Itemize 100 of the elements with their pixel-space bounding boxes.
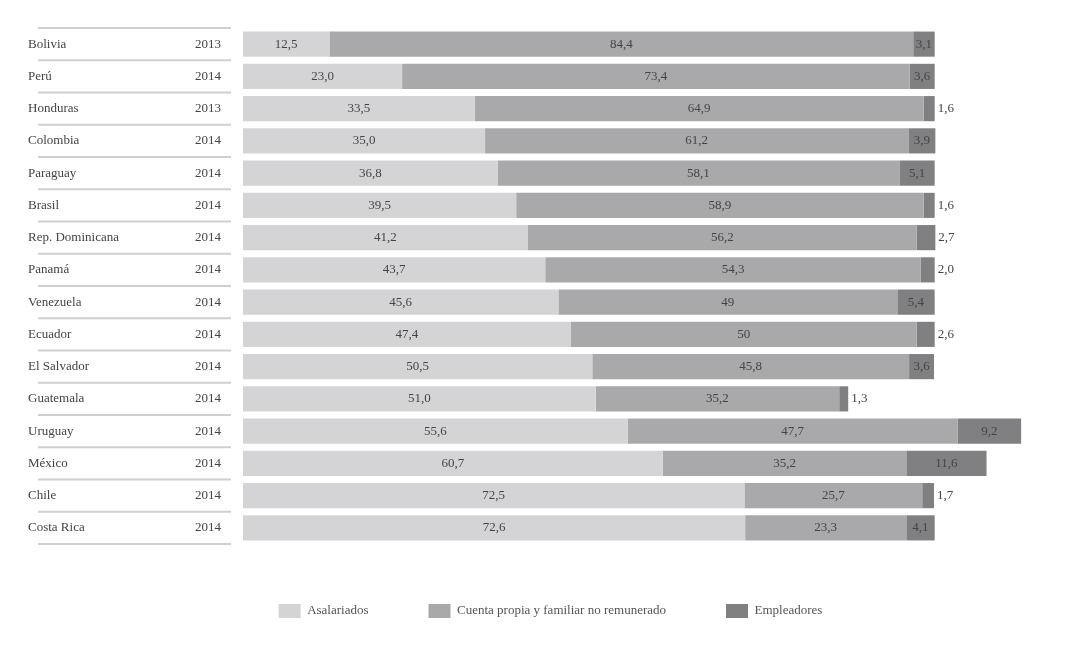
data-label: 1,3 [851, 390, 868, 406]
data-label: 1,7 [936, 487, 954, 503]
y-tick-label: Honduras [28, 100, 79, 116]
bar [243, 160, 498, 186]
data-label: 23,3 [814, 519, 838, 535]
y-tick-label: Uruguay [28, 422, 74, 438]
y-tick-label: Bolivia [28, 35, 67, 51]
bar [243, 31, 330, 57]
data-label: 12,5 [274, 35, 298, 51]
data-label: 58,1 [687, 164, 710, 180]
y-tick-label: Rep. Dominicana [28, 229, 120, 245]
legend-label: Asalariados [307, 602, 369, 618]
bar [595, 386, 840, 412]
data-label: 25,7 [821, 487, 846, 503]
y2-tick-label: 2014 [195, 487, 222, 503]
y-tick-label: Paraguay [28, 164, 77, 180]
y2-tick-label: 2014 [195, 390, 222, 406]
bar [243, 63, 403, 89]
bar [744, 483, 923, 509]
data-label: 9,2 [981, 422, 998, 438]
data-label: 72,5 [482, 487, 506, 503]
bar [243, 289, 559, 315]
y2-tick-label: 2013 [195, 35, 221, 51]
data-label: 72,6 [482, 519, 506, 535]
y2-tick-label: 2014 [195, 132, 222, 148]
y-tick-label: Panamá [28, 261, 70, 277]
y2-tick-label: 2014 [195, 454, 222, 470]
legend-label: Cuenta propia y familiar no remunerado [457, 602, 667, 618]
bar [485, 128, 909, 154]
data-label: 2,6 [937, 325, 955, 341]
bar [916, 321, 935, 347]
bar [527, 225, 917, 251]
bar [923, 192, 935, 218]
y2-tick-label: 2014 [195, 229, 222, 245]
bar [474, 96, 924, 122]
bar [243, 515, 746, 541]
data-label: 45,8 [739, 358, 763, 374]
data-label: 3,6 [913, 358, 931, 374]
y-tick-label: Guatemala [28, 390, 85, 406]
bar [243, 386, 596, 412]
data-label: 45,6 [389, 293, 413, 309]
data-label: 11,6 [935, 454, 959, 470]
y-tick-label: Ecuador [28, 325, 72, 341]
data-label: 41,2 [374, 229, 397, 245]
data-label: 64,9 [687, 100, 711, 116]
data-label: 50,5 [406, 358, 430, 374]
bar [243, 354, 593, 380]
bar [558, 289, 898, 315]
bar [243, 225, 528, 251]
data-label: 60,7 [441, 454, 465, 470]
data-label: 4,1 [912, 519, 929, 535]
data-label: 73,4 [644, 67, 668, 83]
data-label: 5,4 [907, 293, 925, 309]
bar [497, 160, 900, 186]
data-label: 35,0 [352, 132, 376, 148]
data-label: 1,6 [937, 196, 955, 212]
data-label: 39,5 [368, 196, 391, 212]
bar [545, 257, 921, 283]
y2-tick-label: 2014 [195, 422, 222, 438]
bar [745, 515, 907, 541]
bar [839, 386, 849, 412]
bar [329, 31, 914, 57]
y2-tick-label: 2014 [195, 325, 222, 341]
bar [516, 192, 924, 218]
data-label: 1,6 [937, 100, 955, 116]
y-tick-label: Brasil [28, 196, 60, 212]
bar [906, 515, 935, 541]
data-label: 58,9 [708, 196, 732, 212]
data-label: 35,2 [706, 390, 729, 406]
bar [957, 418, 1022, 444]
bar [592, 354, 910, 380]
data-label: 47,4 [395, 325, 419, 341]
y2-tick-label: 2014 [195, 293, 222, 309]
y-tick-label: Perú [28, 67, 53, 83]
bar [243, 483, 745, 509]
bar [243, 321, 571, 347]
data-label: 84,4 [609, 35, 634, 51]
y2-tick-label: 2014 [195, 261, 222, 277]
bar [916, 225, 936, 251]
bar [922, 483, 934, 509]
data-label: 54,3 [721, 261, 745, 277]
bar [243, 128, 486, 154]
bar [243, 96, 475, 122]
y2-tick-label: 2014 [195, 67, 222, 83]
legend-label: Empleadores [754, 602, 823, 618]
data-label: 56,2 [710, 229, 734, 245]
bar [662, 450, 907, 476]
bar [906, 450, 987, 476]
bar [627, 418, 958, 444]
y-tick-label: Venezuela [28, 293, 82, 309]
bar [899, 160, 935, 186]
data-label: 51,0 [408, 390, 431, 406]
data-label: 5,1 [908, 164, 926, 180]
y-tick-label: El Salvador [28, 358, 90, 374]
bar [243, 192, 517, 218]
data-label: 23,0 [311, 67, 334, 83]
data-label: 3,6 [914, 67, 931, 83]
data-label: 36,8 [358, 164, 382, 180]
bar [243, 418, 628, 444]
bar [897, 289, 935, 315]
